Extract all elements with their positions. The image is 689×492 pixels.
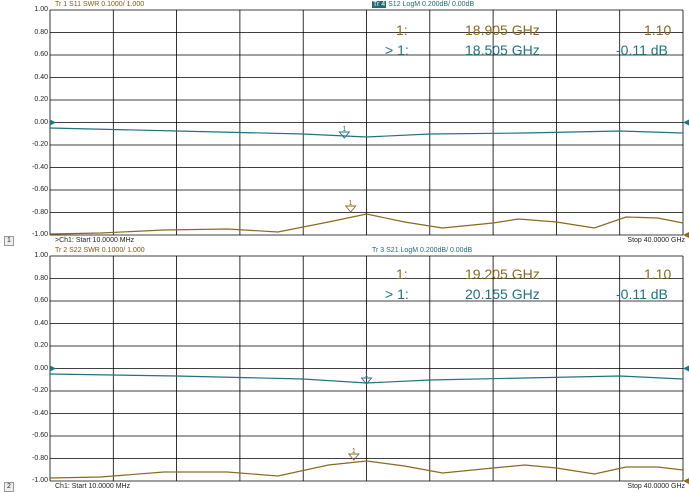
marker-1-frequency: 19.205 GHz	[465, 266, 540, 282]
reference-marker-right	[683, 119, 689, 126]
marker-1-id: 1:	[396, 22, 408, 38]
graticule	[49, 255, 684, 482]
marker-1-value: 1.10	[644, 22, 672, 38]
graticule	[49, 9, 684, 236]
trace-4-badge: Tr 4	[372, 1, 387, 8]
marker-triangle	[360, 377, 373, 385]
y-tick-label: 1.00	[34, 6, 48, 13]
marker-number: 1	[352, 448, 356, 455]
marker-1-logm-flag: 1	[360, 372, 373, 385]
y-tick-label: -0.60	[32, 186, 48, 193]
trace-1-header[interactable]: Tr 1 S11 SWR 0.1000/ 1.000	[55, 1, 145, 8]
marker-2-value: -0.11 dB	[616, 42, 668, 58]
y-tick-label: 0.60	[34, 297, 48, 304]
channel-number[interactable]: 2	[4, 482, 14, 492]
marker-2-id: > 1:	[385, 42, 409, 58]
swr-trace	[49, 213, 684, 235]
marker-1-value: 1.10	[644, 266, 672, 282]
y-tick-label: 0.00	[34, 118, 48, 126]
y-tick-label: -0.40	[32, 163, 48, 171]
y-tick-label: -1.00	[32, 231, 48, 238]
trace-4-header[interactable]: Tr 4 S12 LogM 0.200dB/ 0.00dB	[372, 1, 474, 9]
y-tick-label: -0.80	[32, 454, 48, 462]
start-frequency[interactable]: >Ch1: Start 10.0000 MHz	[55, 237, 135, 244]
reference-marker-right	[683, 365, 689, 372]
plot-area: 1 1	[49, 9, 689, 238]
marker-1-frequency: 18.905 GHz	[465, 22, 540, 38]
marker-number: 1	[365, 372, 369, 379]
channel-1-panel: Tr 1 S11 SWR 0.1000/ 1.000 Tr 4 S12 LogM…	[4, 1, 689, 246]
y-tick-label: 0.20	[34, 342, 48, 349]
marker-triangle	[338, 131, 351, 139]
y-tick-label: 0.40	[34, 319, 48, 327]
y-tick-label: 0.20	[34, 96, 48, 103]
marker-triangle	[344, 205, 357, 213]
y-tick-label: -0.20	[32, 141, 48, 148]
trace-4-label: S12 LogM 0.200dB/ 0.00dB	[386, 1, 475, 8]
stop-frequency[interactable]: Stop 40.0000 GHz	[627, 237, 685, 244]
y-tick-label: -0.40	[32, 409, 48, 417]
reference-marker-right-swr	[683, 232, 689, 238]
trace-2-header[interactable]: Tr 2 S22 SWR 0.1000/ 1.000	[55, 247, 145, 254]
swr-trace	[49, 460, 684, 479]
reference-marker-right-swr	[683, 478, 689, 484]
logm-trace	[49, 373, 684, 384]
y-tick-label: -0.80	[32, 208, 48, 216]
y-tick-label: 0.40	[34, 73, 48, 81]
trace-3-header[interactable]: Tr 3 S21 LogM 0.200dB/ 0.00dB	[372, 247, 473, 254]
marker-1-logm-flag: 1	[338, 126, 351, 139]
marker-number: 1	[349, 200, 353, 207]
marker-triangle	[347, 453, 360, 461]
y-tick-label: 1.00	[34, 252, 48, 259]
channel-2-panel: Tr 2 S22 SWR 0.1000/ 1.000 Tr 3 S21 LogM…	[0, 246, 689, 492]
y-tick-label: 0.00	[34, 364, 48, 372]
stop-frequency[interactable]: Stop 40.0000 GHz	[627, 483, 685, 490]
marker-2-id: > 1:	[385, 286, 409, 302]
reference-marker-left	[50, 365, 56, 372]
y-tick-label: -1.00	[32, 477, 48, 484]
channel-number[interactable]: 1	[4, 236, 14, 246]
y-tick-label: 0.80	[34, 28, 48, 36]
marker-1-swr-flag: 1	[347, 448, 360, 461]
reference-marker-left	[50, 119, 56, 126]
y-tick-label: 0.60	[34, 51, 48, 58]
y-tick-label: 0.80	[34, 274, 48, 282]
marker-1-swr-flag: 1	[344, 200, 357, 213]
marker-number: 1	[342, 126, 346, 133]
marker-2-frequency: 20.155 GHz	[465, 286, 540, 302]
y-tick-label: -0.60	[32, 432, 48, 439]
plot-area: 1 1	[49, 255, 689, 484]
marker-2-value: -0.11 dB	[616, 286, 668, 302]
start-frequency[interactable]: Ch1: Start 10.0000 MHz	[55, 483, 131, 490]
logm-trace	[49, 127, 684, 138]
marker-2-frequency: 18.505 GHz	[465, 42, 540, 58]
marker-1-id: 1:	[396, 266, 408, 282]
y-tick-label: -0.20	[32, 387, 48, 394]
